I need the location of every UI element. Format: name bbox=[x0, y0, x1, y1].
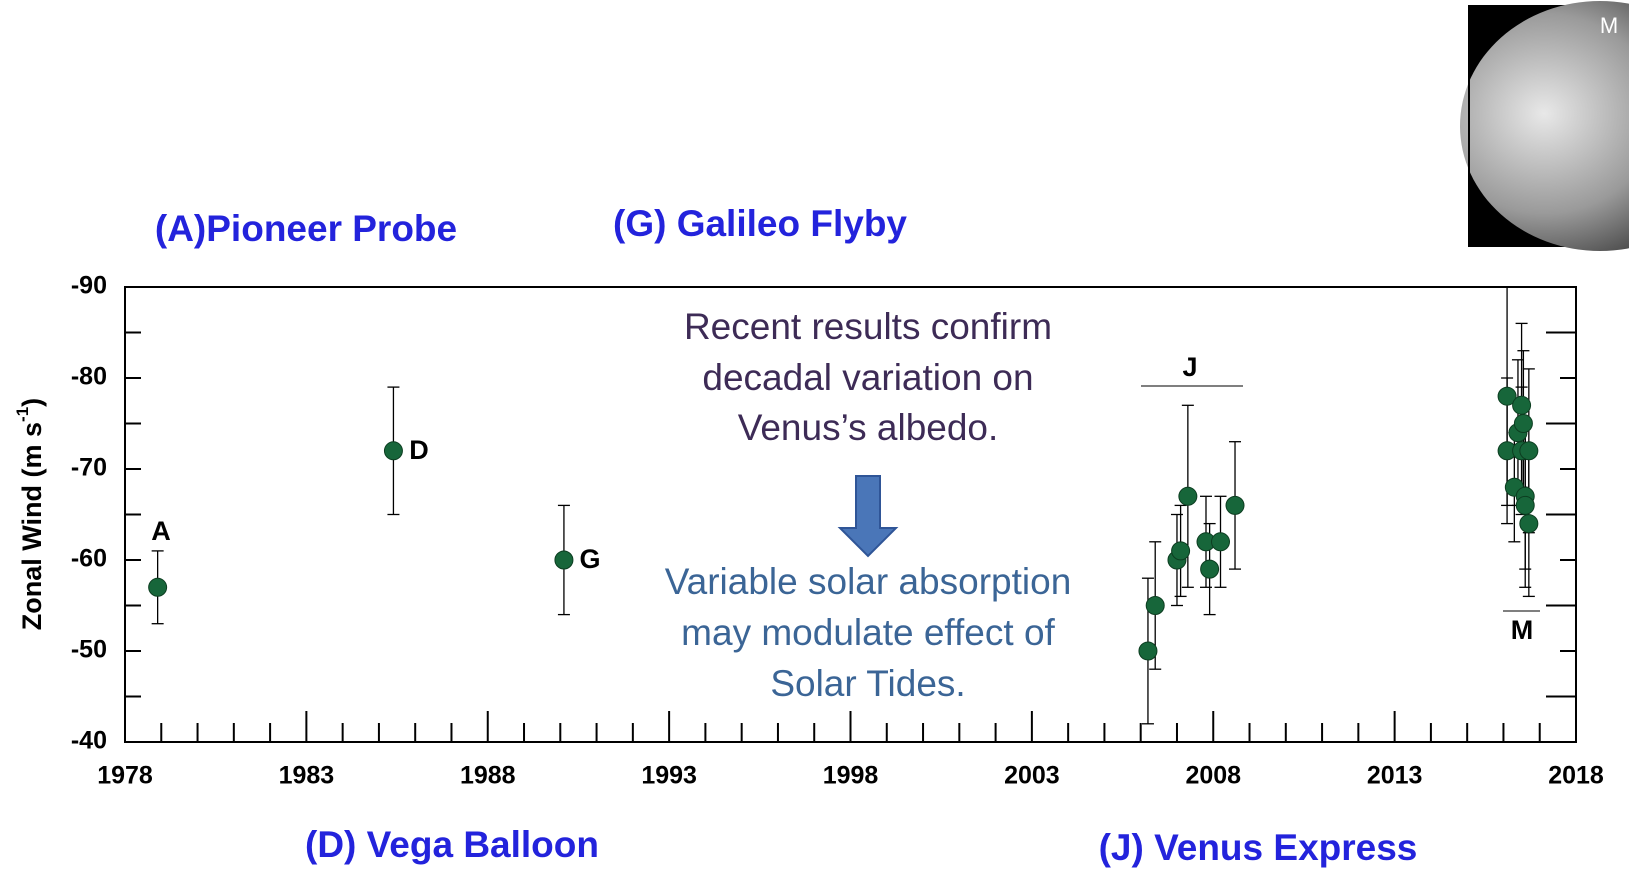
venus-edge bbox=[1468, 5, 1470, 247]
point-label: A bbox=[151, 516, 171, 546]
point bbox=[1171, 541, 1191, 561]
point bbox=[1497, 386, 1517, 406]
x-tick-label: 2018 bbox=[1548, 762, 1604, 790]
y-axis-label: Zonal Wind (m s-1) bbox=[13, 398, 47, 630]
x-tick-label: 1978 bbox=[97, 762, 153, 790]
point-label: M bbox=[1511, 615, 1534, 645]
heading: (J) Venus Express bbox=[1099, 827, 1418, 868]
point bbox=[1519, 514, 1539, 534]
heading: (D) Vega Balloon bbox=[305, 824, 599, 865]
point bbox=[1138, 641, 1158, 661]
point bbox=[1145, 596, 1165, 615]
y-label-text: Zonal Wind (m s bbox=[17, 422, 47, 630]
annotation: decadal variation on bbox=[702, 357, 1033, 398]
point bbox=[1225, 495, 1245, 515]
point-label: D bbox=[409, 435, 429, 465]
y-tick-label: -60 bbox=[71, 545, 107, 573]
point bbox=[1200, 559, 1220, 579]
heading: (A)Pioneer Probe bbox=[155, 208, 457, 249]
x-tick-label: 1993 bbox=[641, 762, 697, 790]
point bbox=[554, 550, 574, 570]
x-tick-label: 1983 bbox=[279, 762, 335, 790]
point bbox=[1515, 495, 1535, 515]
y-tick-label: -70 bbox=[71, 454, 107, 482]
arrow bbox=[837, 475, 899, 558]
y-label-end: ) bbox=[17, 398, 47, 407]
annotation: Variable solar absorption bbox=[665, 561, 1072, 602]
x-tick-label: 1988 bbox=[460, 762, 516, 790]
y-tick-label: -40 bbox=[71, 727, 107, 755]
x-tick-label: 1998 bbox=[823, 762, 879, 790]
annotation: Solar Tides. bbox=[770, 663, 965, 704]
point bbox=[1211, 532, 1231, 552]
point bbox=[1178, 486, 1198, 506]
point bbox=[1512, 395, 1532, 415]
x-tick-label: 2003 bbox=[1004, 762, 1060, 790]
y-tick-label: -90 bbox=[71, 272, 107, 300]
x-tick-label: 2008 bbox=[1185, 762, 1241, 790]
annotation: Recent results confirm bbox=[684, 306, 1052, 347]
y-tick-label: -50 bbox=[71, 636, 107, 664]
point bbox=[148, 577, 168, 597]
heading: (G) Galileo Flyby bbox=[613, 203, 907, 244]
annotation: Venus’s albedo. bbox=[738, 407, 999, 448]
point-label: J bbox=[1182, 352, 1197, 382]
image-label: M bbox=[1600, 13, 1618, 38]
point bbox=[383, 441, 403, 461]
y-tick-label: -80 bbox=[71, 363, 107, 391]
point bbox=[1519, 441, 1539, 461]
x-tick-label: 2013 bbox=[1367, 762, 1423, 790]
venus-disk bbox=[1460, 1, 1629, 251]
y-label-sup: -1 bbox=[13, 407, 32, 422]
point bbox=[1513, 414, 1533, 433]
point-label: G bbox=[579, 544, 600, 574]
annotation: may modulate effect of bbox=[681, 612, 1055, 653]
